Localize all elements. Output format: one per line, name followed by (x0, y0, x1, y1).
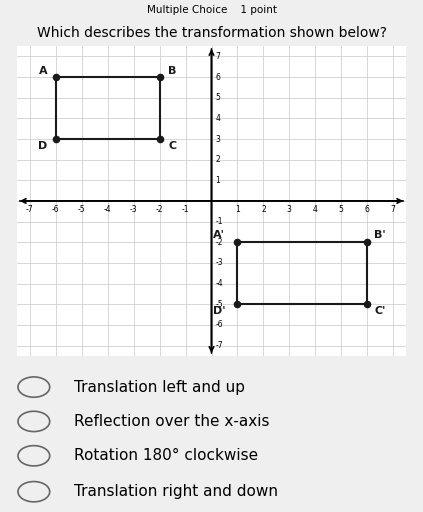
Text: Multiple Choice    1 point: Multiple Choice 1 point (146, 5, 277, 15)
Text: 2: 2 (261, 205, 266, 214)
Text: -5: -5 (215, 300, 223, 309)
Point (364, 300, 371, 308)
Text: 1: 1 (235, 205, 240, 214)
Text: C: C (168, 141, 177, 151)
Text: B': B' (374, 230, 386, 240)
Point (52, 73, 59, 81)
Text: Reflection over the x-axis: Reflection over the x-axis (74, 414, 269, 429)
Point (364, 238, 371, 246)
Text: 7: 7 (215, 52, 220, 61)
Text: -1: -1 (182, 205, 190, 214)
Text: 5: 5 (215, 93, 220, 102)
Text: -5: -5 (78, 205, 85, 214)
Point (52, 135, 59, 143)
Text: -7: -7 (215, 341, 223, 350)
Text: -1: -1 (215, 217, 223, 226)
Text: Translation right and down: Translation right and down (74, 484, 278, 499)
Text: -3: -3 (215, 259, 223, 267)
Text: 5: 5 (339, 205, 343, 214)
Text: Rotation 180° clockwise: Rotation 180° clockwise (74, 449, 258, 463)
Text: 4: 4 (215, 114, 220, 123)
Text: -4: -4 (215, 279, 223, 288)
Text: 2: 2 (215, 155, 220, 164)
Text: Which describes the transformation shown below?: Which describes the transformation shown… (36, 26, 387, 40)
Text: A': A' (213, 230, 225, 240)
Point (234, 300, 241, 308)
Text: B: B (168, 66, 177, 76)
Text: 3: 3 (287, 205, 292, 214)
Text: C': C' (374, 307, 386, 316)
Text: A: A (38, 66, 47, 76)
Text: D': D' (213, 307, 225, 316)
Text: -2: -2 (215, 238, 223, 247)
Text: -3: -3 (130, 205, 137, 214)
Text: D: D (38, 141, 47, 151)
Text: 6: 6 (365, 205, 370, 214)
Text: -2: -2 (156, 205, 163, 214)
Point (234, 238, 241, 246)
Text: 6: 6 (215, 73, 220, 81)
Text: 4: 4 (313, 205, 318, 214)
Text: 3: 3 (215, 135, 220, 143)
Point (156, 73, 163, 81)
Text: -7: -7 (26, 205, 34, 214)
Text: -6: -6 (52, 205, 60, 214)
Text: 1: 1 (215, 176, 220, 185)
Text: -4: -4 (104, 205, 112, 214)
Point (156, 135, 163, 143)
Text: -6: -6 (215, 321, 223, 329)
Text: 7: 7 (391, 205, 396, 214)
Text: Translation left and up: Translation left and up (74, 379, 245, 395)
